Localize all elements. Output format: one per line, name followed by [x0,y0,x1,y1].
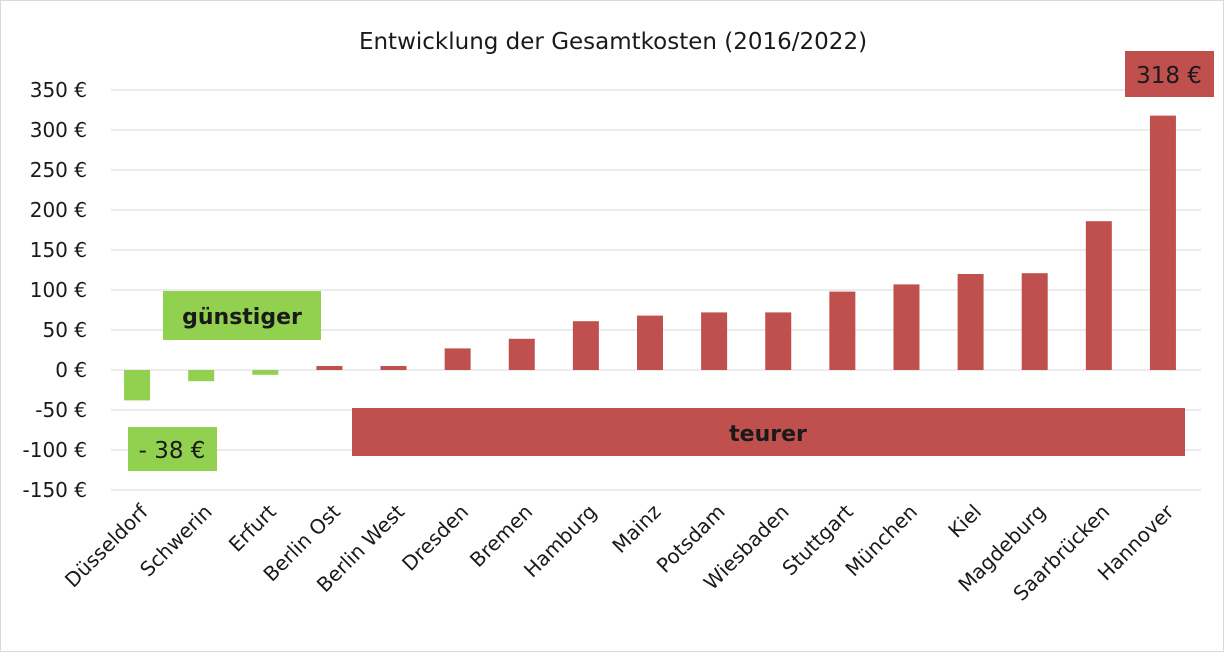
bar [1085,221,1112,370]
max-value-label: 318 € [1136,63,1202,89]
annotation-max-value: 318 € [1125,51,1214,97]
y-tick-label: 50 € [42,318,87,342]
y-tick-label: -150 € [23,478,87,502]
bar [829,291,856,370]
y-axis-ticks: 350 € 300 € 250 € 200 € 150 € 100 € 50 € 0 € -50… [23,78,87,502]
bar [893,284,920,370]
guenstiger-label: günstiger [182,305,302,330]
y-tick-label: -100 € [23,438,87,462]
x-tick-label: Düsseldorf [60,499,153,592]
guenstiger-box [163,291,321,340]
x-tick-label: Kiel [943,500,986,543]
min-value-label: - 38 € [139,438,206,464]
chart-title: Entwicklung der Gesamtkosten (2016/2022) [359,29,867,55]
bar [444,348,471,370]
bar [124,370,151,401]
bar [508,338,535,370]
y-tick-label: 350 € [30,78,87,102]
teurer-box [352,408,1185,456]
annotation-teurer: teurer [352,408,1185,456]
bar [637,315,663,370]
x-tick-label: Dresden [397,500,473,576]
bar [316,366,343,370]
y-tick-label: 0 € [55,358,87,382]
max-value-box [1125,51,1214,97]
bars [124,115,1176,401]
annotation-guenstiger: günstiger [163,291,321,340]
y-tick-label: 300 € [30,118,87,142]
bar [1149,115,1176,370]
bar [765,312,792,370]
bar [380,366,407,370]
bar [701,312,728,370]
bar [1021,273,1048,370]
x-tick-label: Erfurt [224,499,281,556]
y-tick-label: 150 € [30,238,87,262]
min-value-box [128,427,217,471]
y-tick-label: 100 € [30,278,87,302]
y-tick-label: 200 € [30,198,87,222]
y-tick-label: 250 € [30,158,87,182]
bar [957,274,984,370]
x-tick-label: Mainz [607,500,665,558]
bar [252,370,279,375]
bar [188,370,215,382]
teurer-label: teurer [729,422,807,447]
annotation-min-value: - 38 € [128,427,217,471]
bar [572,321,599,370]
y-tick-label: -50 € [35,398,87,422]
